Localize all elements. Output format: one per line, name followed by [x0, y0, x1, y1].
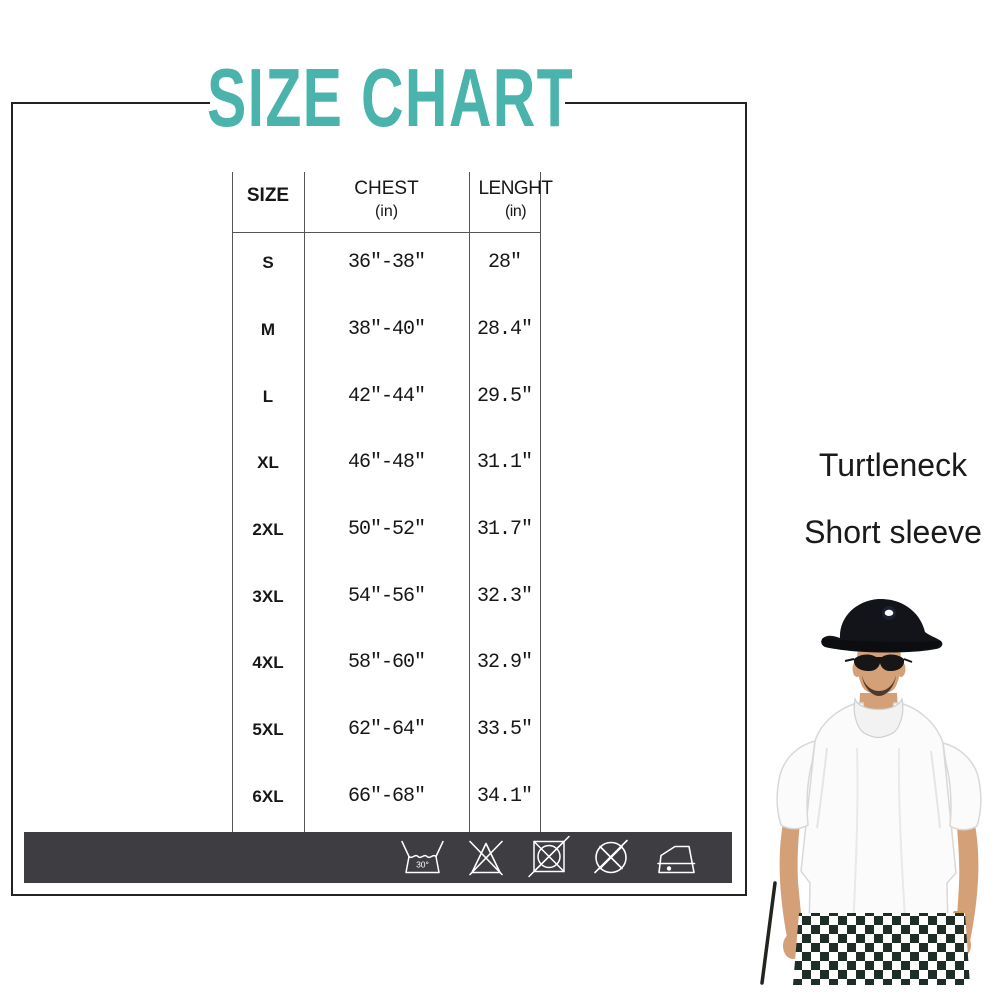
svg-text:30°: 30°: [416, 860, 429, 870]
